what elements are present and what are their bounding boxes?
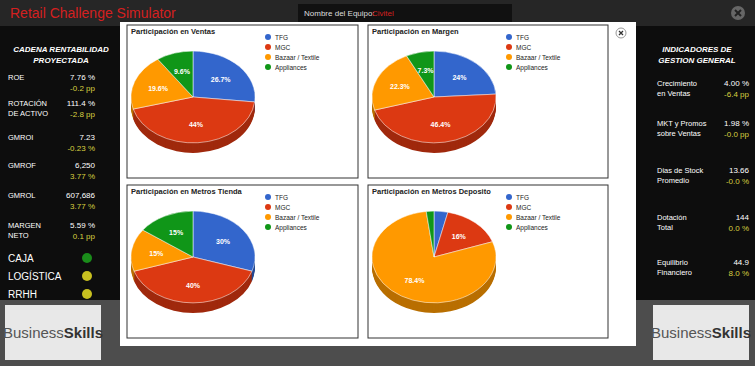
svg-text:7.3%: 7.3% [418, 67, 435, 74]
svg-text:144: 144 [736, 213, 750, 222]
svg-text:RRHH: RRHH [8, 289, 37, 300]
svg-text:44%: 44% [189, 121, 204, 128]
svg-text:24%: 24% [452, 74, 467, 81]
svg-text:7.76 %: 7.76 % [70, 73, 95, 82]
svg-text:30%: 30% [216, 238, 231, 245]
svg-text:7.23: 7.23 [79, 133, 95, 142]
svg-text:CADENA RENTABILIDADPROYECTADA: CADENA RENTABILIDADPROYECTADA [13, 45, 109, 65]
svg-text:MGC: MGC [275, 204, 290, 211]
svg-text:Participación en Margen: Participación en Margen [372, 27, 459, 36]
svg-text:Appliances: Appliances [516, 224, 549, 232]
svg-text:TFG: TFG [516, 194, 529, 201]
svg-text:BusinessSkills: BusinessSkills [3, 324, 103, 341]
svg-text:15%: 15% [169, 229, 184, 236]
svg-text:MGC: MGC [275, 44, 290, 51]
svg-text:13.66: 13.66 [729, 166, 750, 175]
svg-text:MGC: MGC [516, 44, 531, 51]
svg-text:-0.0 pp: -0.0 pp [724, 130, 749, 139]
svg-text:3.77 %: 3.77 % [70, 202, 95, 211]
svg-text:TFG: TFG [275, 34, 288, 41]
svg-text:Dias de StockPromedio: Dias de StockPromedio [657, 166, 704, 185]
svg-text:3.77 %: 3.77 % [70, 172, 95, 181]
svg-text:19.6%: 19.6% [148, 85, 169, 92]
svg-text:Nombre del Equipo:: Nombre del Equipo: [304, 9, 375, 18]
svg-text:6,250: 6,250 [75, 161, 96, 170]
svg-text:MKT y Promossobre Ventas: MKT y Promossobre Ventas [657, 119, 707, 138]
svg-text:26.7%: 26.7% [211, 76, 232, 83]
svg-text:BusinessSkills: BusinessSkills [651, 324, 751, 341]
svg-text:111.4 %: 111.4 % [67, 99, 95, 108]
svg-text:ROE: ROE [8, 73, 24, 82]
svg-text:MGC: MGC [516, 204, 531, 211]
svg-text:5.59 %: 5.59 % [70, 221, 95, 230]
svg-text:-0.23 %: -0.23 % [67, 144, 95, 153]
svg-text:DotaciónTotal: DotaciónTotal [657, 213, 687, 232]
svg-text:0.1 pp: 0.1 pp [73, 232, 96, 241]
svg-text:607,686: 607,686 [66, 191, 95, 200]
svg-text:-6.4 pp: -6.4 pp [724, 90, 749, 99]
svg-text:-0.2 pp: -0.2 pp [70, 84, 95, 93]
svg-text:Bazaar / Textile: Bazaar / Textile [275, 54, 320, 61]
svg-text:Bazaar / Textile: Bazaar / Textile [516, 54, 561, 61]
svg-text:9.6%: 9.6% [174, 68, 191, 75]
svg-text:MARGENNETO: MARGENNETO [8, 221, 41, 240]
svg-text:1.98 %: 1.98 % [724, 119, 749, 128]
svg-text:Appliances: Appliances [275, 224, 308, 232]
svg-text:EquilibrioFinanciero: EquilibrioFinanciero [657, 258, 692, 277]
svg-text:-2.8 pp: -2.8 pp [70, 110, 95, 119]
svg-text:40%: 40% [186, 282, 201, 289]
svg-text:CAJA: CAJA [8, 253, 34, 264]
svg-text:0.0 %: 0.0 % [729, 224, 749, 233]
svg-text:GMROF: GMROF [8, 161, 36, 170]
svg-text:Bazaar / Textile: Bazaar / Textile [516, 214, 561, 221]
svg-text:Appliances: Appliances [516, 64, 549, 72]
svg-text:15%: 15% [149, 250, 164, 257]
svg-text:TFG: TFG [516, 34, 529, 41]
svg-text:78.4%: 78.4% [405, 277, 426, 284]
svg-text:4.00 %: 4.00 % [724, 79, 749, 88]
svg-text:GMROI: GMROI [8, 133, 33, 142]
svg-text:Participación en Metros Deposi: Participación en Metros Deposito [372, 187, 491, 196]
svg-text:-0.0 %: -0.0 % [726, 177, 749, 186]
svg-text:Participación en Ventas: Participación en Ventas [131, 27, 215, 36]
svg-text:Appliances: Appliances [275, 64, 308, 72]
svg-text:Crecimientoen Ventas: Crecimientoen Ventas [657, 79, 697, 98]
svg-text:44.9: 44.9 [733, 258, 749, 267]
svg-text:ROTACIÓNDE ACTIVO: ROTACIÓNDE ACTIVO [8, 99, 48, 118]
svg-text:LOGÍSTICA: LOGÍSTICA [8, 270, 62, 282]
svg-text:Participación en Metros Tienda: Participación en Metros Tienda [131, 187, 243, 196]
svg-text:TFG: TFG [275, 194, 288, 201]
svg-text:INDICADORES DEGESTION GENERAL: INDICADORES DEGESTION GENERAL [658, 45, 735, 65]
svg-text:16%: 16% [452, 233, 467, 240]
svg-text:GMROL: GMROL [8, 191, 36, 200]
svg-text:46.4%: 46.4% [431, 121, 452, 128]
svg-text:8.0 %: 8.0 % [729, 269, 749, 278]
svg-text:Retail Challenge Simulator: Retail Challenge Simulator [10, 5, 176, 21]
svg-text:22.3%: 22.3% [390, 83, 411, 90]
svg-text:Bazaar / Textile: Bazaar / Textile [275, 214, 320, 221]
svg-text:Civitel: Civitel [372, 9, 394, 18]
